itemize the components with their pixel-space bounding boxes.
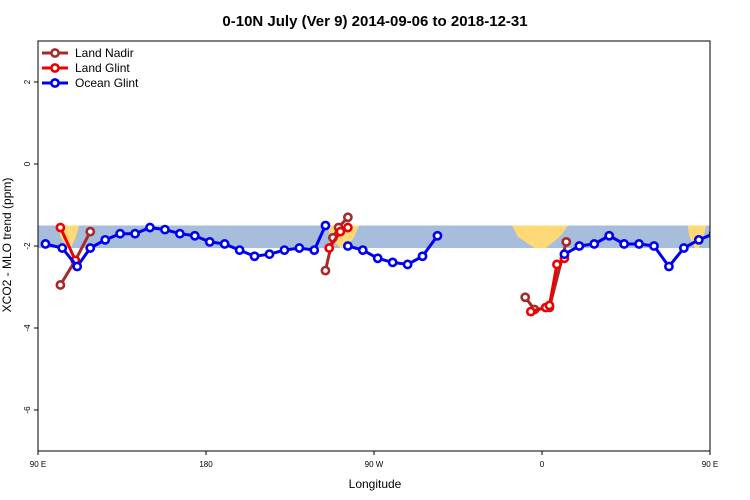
data-point xyxy=(72,261,83,272)
plot-content xyxy=(38,212,750,317)
data-point xyxy=(559,249,570,260)
data-point xyxy=(342,222,353,233)
data-point xyxy=(219,239,230,249)
data-point xyxy=(294,243,305,253)
data-point xyxy=(417,251,428,262)
y-tick-label: -6 xyxy=(23,406,32,414)
data-point xyxy=(744,259,750,266)
legend-marker xyxy=(50,78,60,88)
data-point xyxy=(678,243,689,253)
data-point xyxy=(561,236,572,247)
axes: 90 E 180 90 W 0 90 E 2 0 -2 -4 -6 xyxy=(23,79,718,469)
legend-item-land-nadir: Land Nadir xyxy=(42,46,134,60)
data-point xyxy=(387,257,398,268)
x-tick-label: 0 xyxy=(540,460,545,469)
data-point xyxy=(372,253,383,264)
legend-label: Ocean Glint xyxy=(75,76,139,90)
data-point xyxy=(708,230,710,237)
data-point xyxy=(342,241,353,251)
data-point xyxy=(589,239,600,249)
data-point xyxy=(320,220,331,231)
data-point xyxy=(740,224,747,231)
data-point xyxy=(619,239,630,249)
x-tick-label: 90 E xyxy=(702,460,718,469)
data-point xyxy=(57,243,68,253)
data-point xyxy=(249,251,260,262)
data-point xyxy=(234,245,245,255)
data-point xyxy=(85,243,96,253)
data-point xyxy=(729,281,736,288)
data-point xyxy=(189,230,200,241)
data-point xyxy=(552,259,562,270)
data-point xyxy=(574,241,585,251)
x-tick-label: 90 E xyxy=(30,460,46,469)
data-point xyxy=(100,234,111,245)
plot-area xyxy=(38,212,750,317)
data-point xyxy=(634,239,644,249)
data-point xyxy=(264,249,275,260)
x-axis-label: Longitude xyxy=(349,477,402,491)
series-line xyxy=(732,232,750,285)
data-point xyxy=(746,257,750,264)
data-point xyxy=(320,265,331,276)
data-point xyxy=(520,292,531,303)
data-point xyxy=(402,259,413,270)
y-tick-label: -2 xyxy=(23,242,32,250)
data-point xyxy=(309,245,320,255)
data-point xyxy=(324,243,335,253)
data-point xyxy=(525,306,536,317)
data-point xyxy=(85,226,96,237)
legend-marker xyxy=(50,63,60,73)
chart-title: 0-10N July (Ver 9) 2014-09-06 to 2018-12… xyxy=(222,13,527,30)
land-region-2 xyxy=(512,225,569,249)
y-axis-label: XCO2 - MLO trend (ppm) xyxy=(0,178,14,313)
data-point xyxy=(729,224,736,231)
data-point xyxy=(55,222,66,233)
data-point xyxy=(664,261,674,272)
x-tick-label: 90 W xyxy=(365,460,384,469)
data-point xyxy=(130,228,140,239)
y-tick-label: 0 xyxy=(23,161,32,166)
series-line xyxy=(59,226,77,261)
data-point xyxy=(174,228,185,239)
data-point xyxy=(432,230,443,241)
x-tick-label: 180 xyxy=(199,460,213,469)
data-point xyxy=(649,241,659,251)
legend-label: Land Glint xyxy=(75,61,130,75)
legend-marker xyxy=(50,48,60,58)
legend-item-land-glint: Land Glint xyxy=(42,61,130,75)
data-point xyxy=(115,228,126,239)
y-tick-label: -4 xyxy=(23,324,32,332)
data-point xyxy=(357,245,368,255)
data-point xyxy=(693,234,704,245)
series-line xyxy=(732,228,747,263)
data-point xyxy=(204,236,215,247)
data-point xyxy=(40,239,51,249)
data-point xyxy=(725,228,732,235)
legend-item-ocean-glint: Ocean Glint xyxy=(42,76,139,90)
data-point xyxy=(544,300,555,311)
data-point xyxy=(335,226,346,237)
data-point xyxy=(342,212,353,223)
series-ocean-glint xyxy=(40,220,747,272)
y-tick-label: 2 xyxy=(23,79,32,84)
data-point xyxy=(160,224,170,235)
data-point xyxy=(279,245,290,255)
data-point xyxy=(604,230,615,241)
legend-label: Land Nadir xyxy=(75,46,134,60)
data-point xyxy=(145,222,155,233)
data-point xyxy=(55,280,66,290)
